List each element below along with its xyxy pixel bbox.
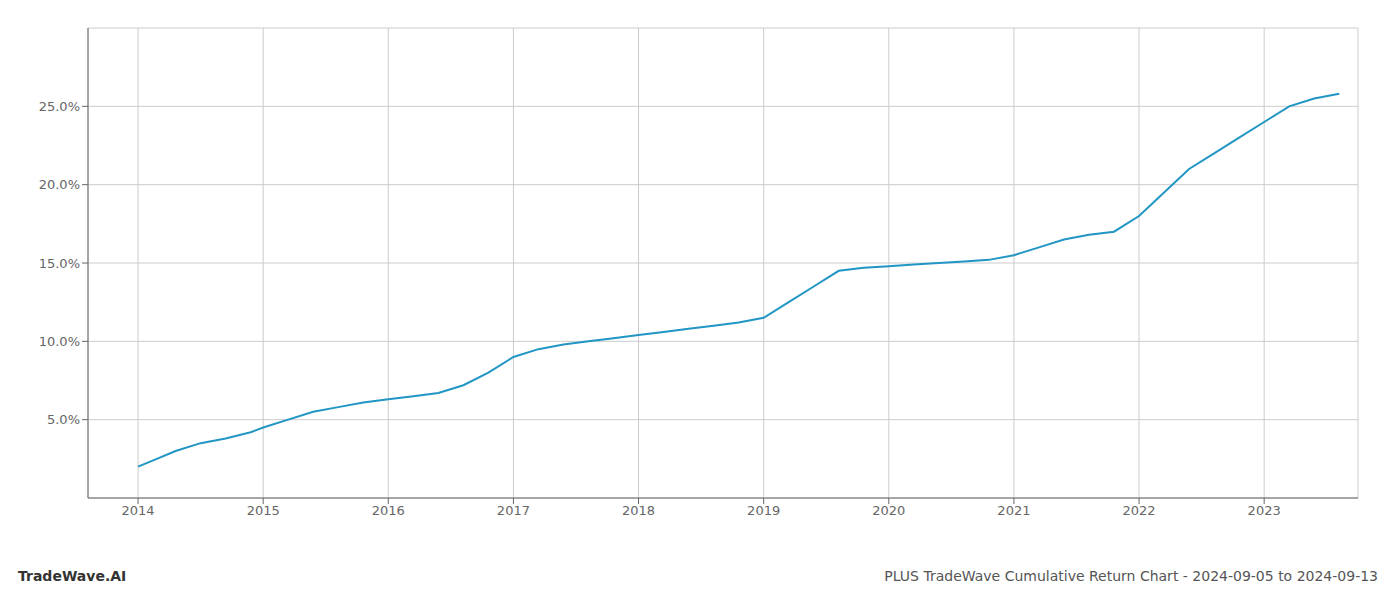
svg-text:2022: 2022	[1122, 503, 1155, 518]
svg-text:2015: 2015	[247, 503, 280, 518]
svg-text:2018: 2018	[622, 503, 655, 518]
svg-text:5.0%: 5.0%	[47, 412, 80, 427]
svg-text:15.0%: 15.0%	[39, 256, 80, 271]
svg-text:2021: 2021	[997, 503, 1030, 518]
svg-text:2017: 2017	[497, 503, 530, 518]
svg-text:2020: 2020	[872, 503, 905, 518]
svg-text:2023: 2023	[1248, 503, 1281, 518]
svg-text:2016: 2016	[372, 503, 405, 518]
svg-text:2019: 2019	[747, 503, 780, 518]
svg-text:20.0%: 20.0%	[39, 177, 80, 192]
svg-text:25.0%: 25.0%	[39, 99, 80, 114]
svg-text:2014: 2014	[122, 503, 155, 518]
html-text:TradeWave.AI: TradeWave.AI	[18, 568, 127, 584]
html-text:PLUS TradeWave Cumulative Retu: PLUS TradeWave Cumulative Return Chart -…	[884, 568, 1378, 584]
svg-text:10.0%: 10.0%	[39, 334, 80, 349]
